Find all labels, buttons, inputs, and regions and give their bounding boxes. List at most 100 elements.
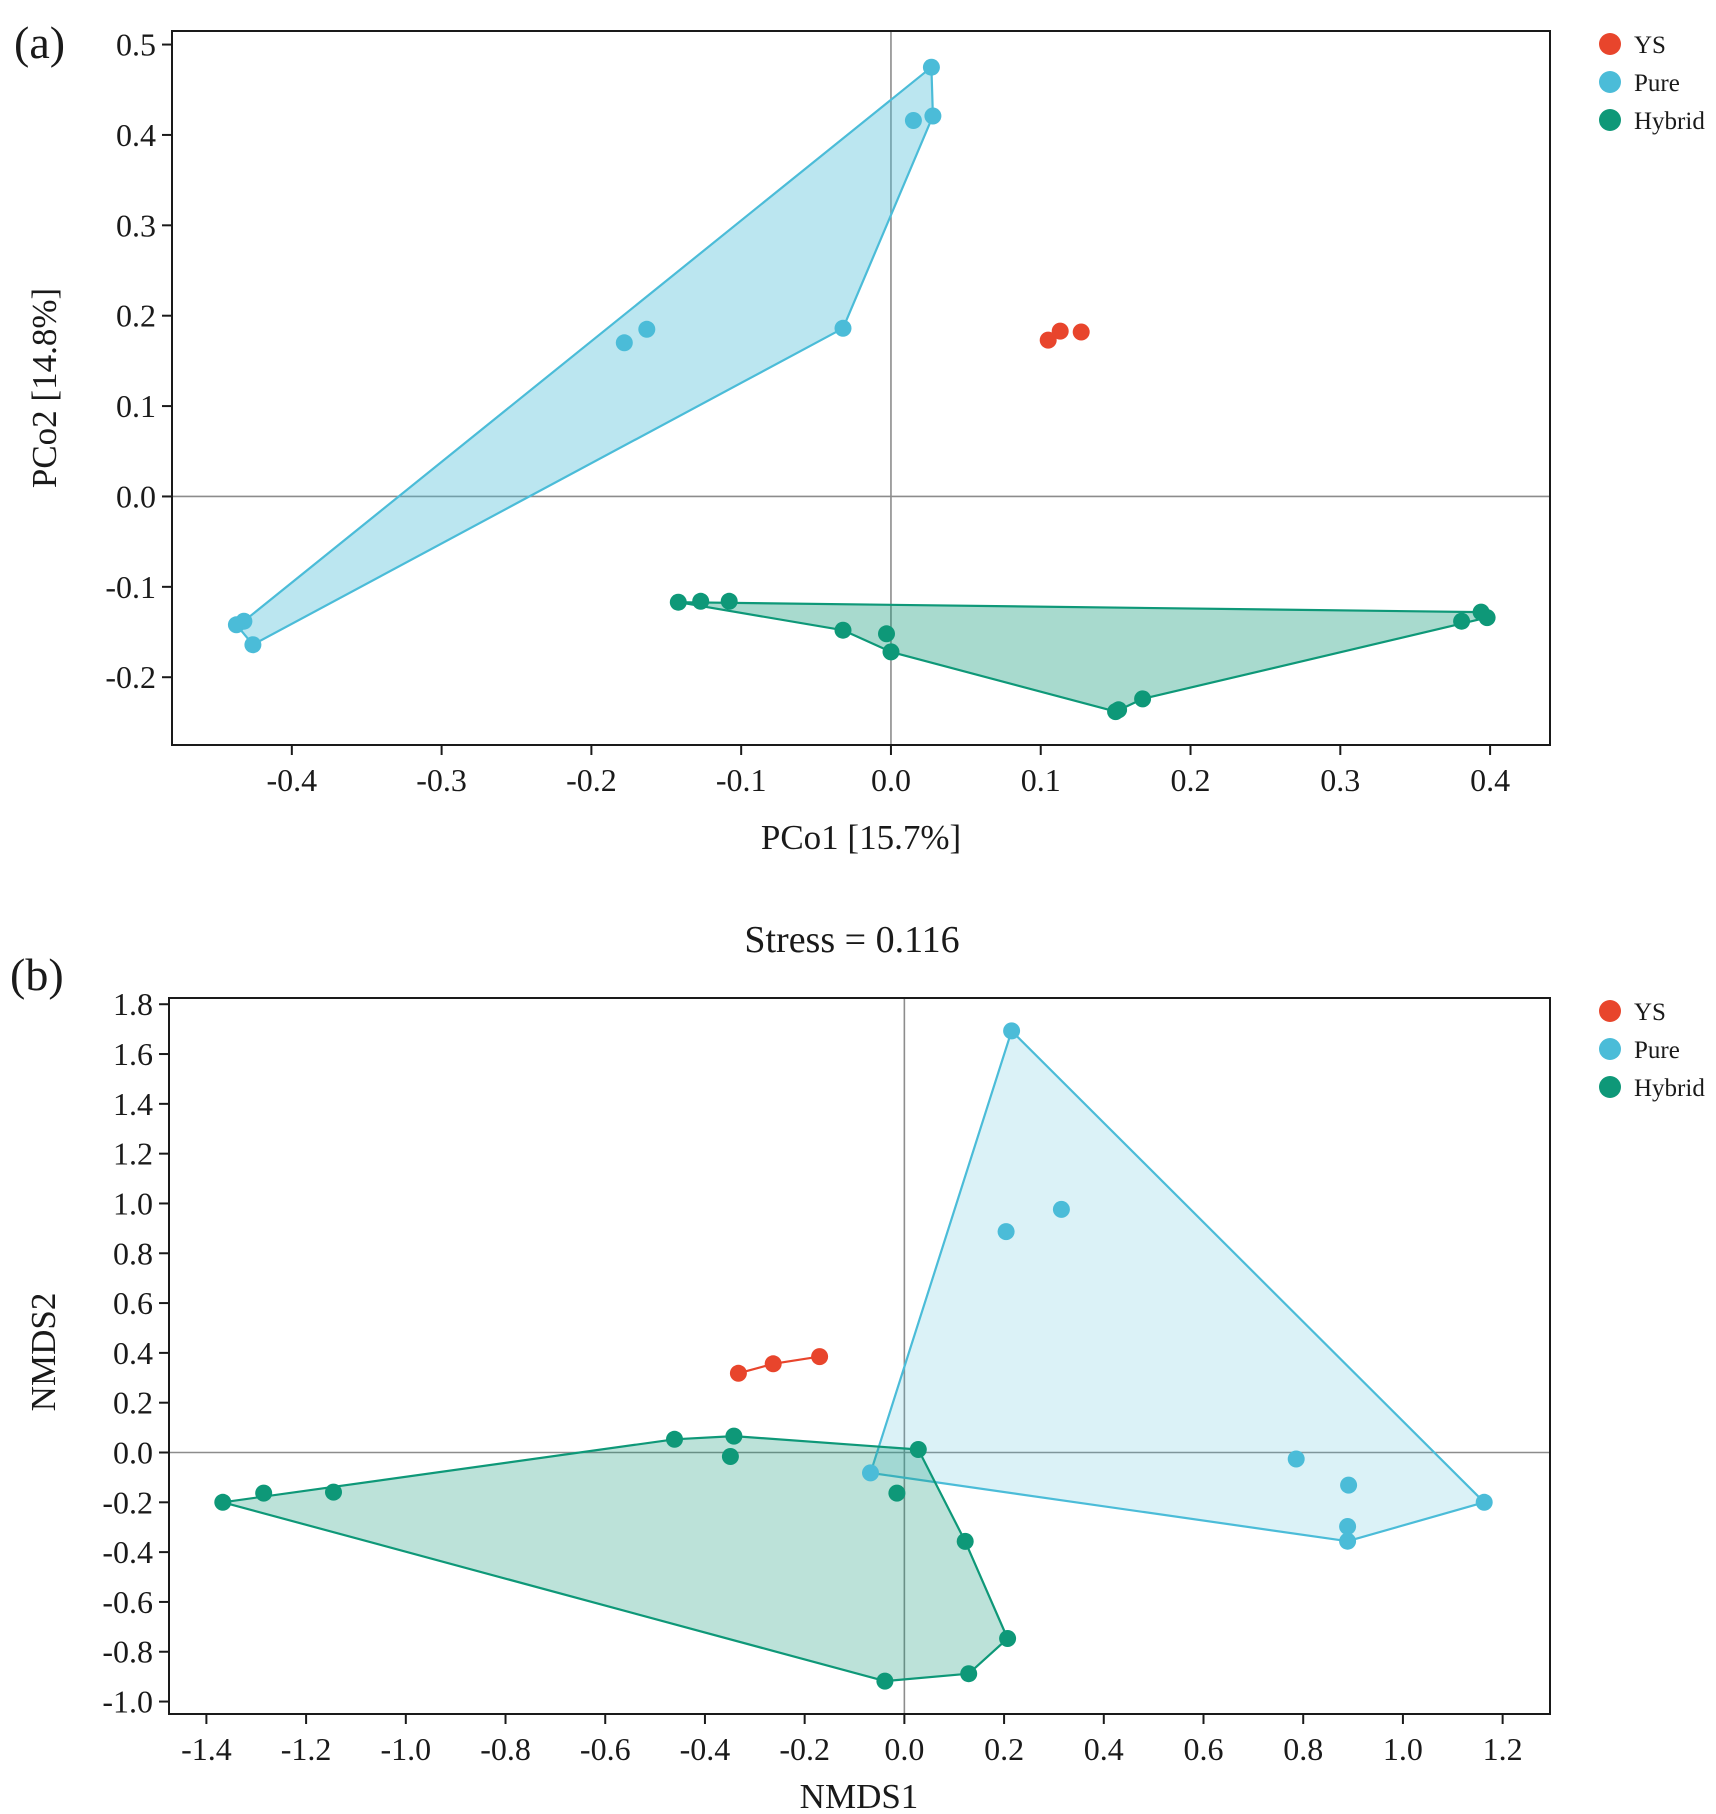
- zero-lines-b: [169, 998, 1550, 1714]
- point-pure: [904, 112, 922, 129]
- point-hybrid: [214, 1493, 232, 1511]
- legend-item-pure: Pure: [1599, 70, 1680, 97]
- y-tick-label: -0.1: [105, 569, 156, 605]
- plot-frame-a: [171, 30, 1551, 746]
- point-hybrid: [325, 1483, 342, 1501]
- point-pure: [227, 616, 245, 634]
- point-ys: [764, 1355, 782, 1373]
- y-tick-label: -1.0: [102, 1684, 153, 1720]
- legend-marker-ys: [1599, 1000, 1621, 1022]
- point-pure: [997, 1223, 1015, 1241]
- nmds-panel: (b) -1.4 -1.2 -1.0 -0.8 -0.6 -0.4 -0.2 0.0 0.2 0.…: [10, 949, 1705, 1814]
- legend-label-ys: YS: [1634, 32, 1666, 59]
- x-tick-label: 0.4: [1084, 1731, 1124, 1767]
- y-tick-label: -0.2: [105, 659, 156, 695]
- x-tick-label: -0.6: [580, 1731, 631, 1767]
- point-hybrid: [999, 1630, 1017, 1647]
- x-tick-label: -1.4: [181, 1731, 232, 1767]
- point-hybrid: [1110, 701, 1128, 719]
- x-tick-label: -0.2: [779, 1731, 830, 1767]
- legend-a: YS Pure Hybrid: [1599, 32, 1705, 135]
- legend-label-hybrid: Hybrid: [1634, 108, 1705, 135]
- point-hybrid: [882, 643, 900, 661]
- x-tick-label: 0.2: [1171, 762, 1211, 798]
- legend-marker-hybrid: [1599, 1076, 1621, 1098]
- legend-item-pure: Pure: [1599, 1037, 1680, 1064]
- x-tick-label: 0.4: [1470, 762, 1510, 798]
- x-tick-label: -1.0: [380, 1731, 431, 1767]
- point-pure: [615, 334, 633, 352]
- point-hybrid: [669, 593, 687, 611]
- point-hybrid: [956, 1532, 974, 1550]
- point-pure: [1339, 1532, 1357, 1550]
- x-tick-label: 0.0: [871, 762, 911, 798]
- x-tick-label: 0.3: [1320, 762, 1360, 798]
- legend-item-ys: YS: [1599, 999, 1666, 1026]
- x-axis-label-a: PCo1 [15.7%]: [761, 818, 961, 857]
- legend-marker-pure: [1599, 71, 1621, 93]
- y-tick-label: 0.6: [113, 1285, 153, 1321]
- y-axis-label-a: PCo2 [14.8%]: [25, 288, 64, 488]
- point-pure: [638, 320, 656, 338]
- hull-hybrid: [221, 1434, 1009, 1683]
- y-tick-label: 1.6: [113, 1036, 153, 1072]
- legend-label-pure: Pure: [1634, 1037, 1680, 1064]
- legend-item-hybrid: Hybrid: [1599, 1075, 1705, 1102]
- legend-marker-hybrid: [1599, 109, 1621, 131]
- zero-lines-a: [172, 31, 1550, 745]
- point-hybrid: [1134, 690, 1152, 708]
- point-hybrid: [888, 1484, 906, 1502]
- pcoa-panel: (a) -0.4 -0.3 -0.2 -0.1 0.0 0.1 0.2 0.3 0.4 -0.2…: [14, 17, 1705, 857]
- point-ys: [729, 1364, 747, 1382]
- legend-item-ys: YS: [1599, 32, 1666, 59]
- x-tick-label: -0.4: [680, 1731, 731, 1767]
- hull-pure: [235, 66, 935, 646]
- y-tick-label: 1.2: [113, 1136, 153, 1172]
- y-tick-label: -0.6: [102, 1584, 153, 1620]
- hull-pure: [869, 1029, 1486, 1543]
- y-tick-label: -0.8: [102, 1634, 153, 1670]
- y-tick-label: 0.8: [113, 1235, 153, 1271]
- y-tick-label: 1.8: [113, 986, 153, 1022]
- legend-label-ys: YS: [1634, 999, 1666, 1026]
- y-tick-label: 0.1: [116, 388, 156, 424]
- point-pure: [1340, 1476, 1358, 1494]
- point-pure: [1003, 1022, 1021, 1040]
- y-tick-label: 1.4: [113, 1086, 153, 1122]
- y-tick-label: 0.5: [116, 27, 156, 63]
- x-tick-label: 1.0: [1383, 1731, 1423, 1767]
- point-ys: [1072, 323, 1090, 341]
- x-tick-label: -1.2: [281, 1731, 332, 1767]
- y-tick-label: -0.2: [102, 1484, 153, 1520]
- x-tick-label: -0.1: [716, 762, 767, 798]
- x-tick-label: 1.2: [1483, 1731, 1523, 1767]
- y-axis-ticks-a: -0.2 -0.1 0.0 0.1 0.2 0.3 0.4 0.5: [105, 27, 172, 695]
- hulls-a: [235, 66, 1489, 713]
- legend-label-hybrid: Hybrid: [1634, 1075, 1705, 1102]
- point-ys: [811, 1348, 829, 1366]
- x-axis-ticks-a: -0.4 -0.3 -0.2 -0.1 0.0 0.1 0.2 0.3 0.4: [266, 745, 1510, 798]
- point-hybrid: [666, 1430, 683, 1448]
- point-hybrid: [1478, 609, 1496, 627]
- panel-label-a: (a): [14, 17, 65, 68]
- point-pure: [1287, 1450, 1305, 1468]
- y-tick-label: 0.2: [116, 298, 156, 334]
- x-tick-label: -0.2: [566, 762, 617, 798]
- y-tick-label: 0.0: [116, 478, 156, 514]
- legend-marker-pure: [1599, 1038, 1621, 1060]
- point-pure: [1052, 1200, 1070, 1218]
- legend-b: YS Pure Hybrid: [1599, 999, 1705, 1102]
- point-pure: [1475, 1493, 1493, 1511]
- point-hybrid: [720, 592, 738, 610]
- x-axis-ticks-b: -1.4 -1.2 -1.0 -0.8 -0.6 -0.4 -0.2 0.0 0.2 0.4 0.6…: [181, 1714, 1523, 1767]
- y-tick-label: 0.0: [113, 1435, 153, 1471]
- points-a: [227, 58, 1496, 721]
- x-tick-label: -0.8: [480, 1731, 531, 1767]
- point-pure: [244, 636, 262, 654]
- point-pure: [862, 1464, 879, 1482]
- point-hybrid: [721, 1448, 739, 1465]
- x-tick-label: 0.1: [1021, 762, 1061, 798]
- point-hybrid: [1453, 612, 1471, 630]
- point-hybrid: [878, 625, 895, 643]
